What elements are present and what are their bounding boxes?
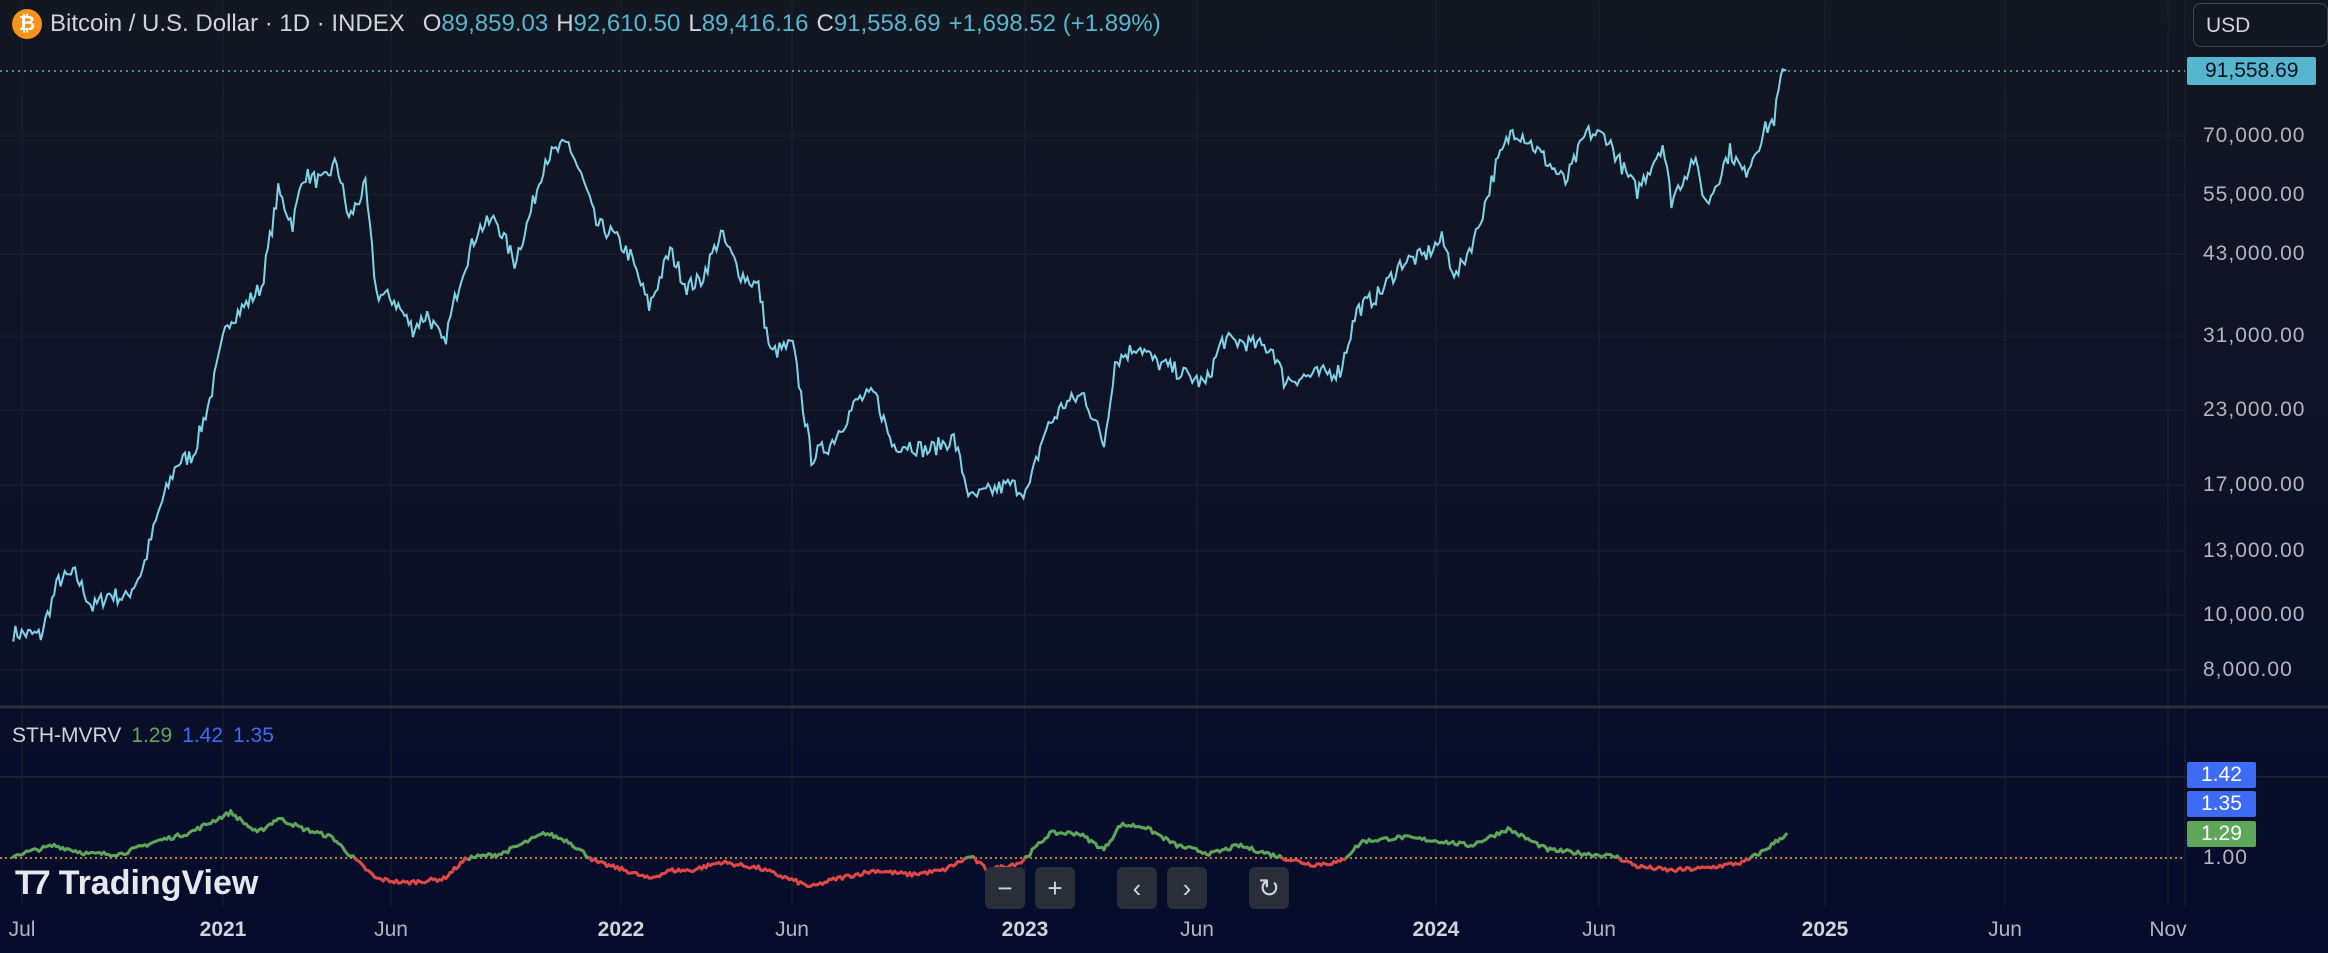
price-axis-tick: 23,000.00 (2203, 398, 2306, 421)
price-axis-tick: 55,000.00 (2203, 183, 2306, 206)
indicator-legend[interactable]: STH-MVRV 1.29 1.42 1.35 (12, 724, 274, 748)
indicator-name: STH-MVRV (12, 724, 122, 747)
indicator-tag-2: 1.35 (2187, 791, 2256, 817)
ohlc-open: O89,859.03 (422, 10, 549, 37)
symbol-legend: ₿ Bitcoin / U.S. Dollar · 1D · INDEX O89… (12, 9, 1161, 39)
reset-chart-button[interactable]: ↻ (1249, 867, 1289, 909)
ohlc-close: C91,558.69 (816, 10, 941, 37)
time-axis-tick: Jul (8, 918, 36, 941)
price-axis-tick: 13,000.00 (2203, 539, 2306, 562)
price-axis-tick: 10,000.00 (2203, 603, 2306, 626)
bitcoin-icon: ₿ (12, 9, 42, 39)
indicator-value-3: 1.35 (233, 724, 274, 747)
time-axis-tick: 2023 (1001, 918, 1049, 941)
price-axis-tick: 31,000.00 (2203, 324, 2306, 347)
tradingview-logo[interactable]: T7 TradingView (15, 864, 259, 902)
price-axis-tick: 43,000.00 (2203, 242, 2306, 265)
price-series (12, 67, 1787, 642)
time-axis-tick: Jun (1180, 918, 1214, 941)
indicator-value-2: 1.42 (182, 724, 224, 747)
time-axis-tick: 2021 (199, 918, 247, 941)
currency-selector[interactable]: USD (2193, 3, 2328, 47)
time-axis-tick: Nov (2149, 918, 2187, 941)
tradingview-logo-icon: T7 (15, 864, 51, 902)
ohlc-high: H92,610.50 (556, 10, 681, 37)
price-axis-tick: 70,000.00 (2203, 124, 2306, 147)
zoom-out-button[interactable]: − (985, 867, 1025, 909)
scroll-left-button[interactable]: ‹ (1117, 867, 1157, 909)
indicator-tag-3: 1.29 (2187, 821, 2256, 847)
last-price-tag: 91,558.69 (2187, 57, 2317, 85)
time-axis-tick: 2022 (597, 918, 645, 941)
ohlc-change: +1,698.52 (+1.89%) (948, 10, 1161, 37)
time-axis-tick: Jun (1988, 918, 2022, 941)
price-axis-tick: 8,000.00 (2203, 658, 2293, 681)
indicator-axis-tick: 1.00 (2203, 846, 2248, 869)
scroll-right-button[interactable]: › (1167, 867, 1207, 909)
indicator-tag-1: 1.42 (2187, 762, 2256, 788)
symbol-title[interactable]: Bitcoin / U.S. Dollar · 1D · INDEX (50, 10, 405, 37)
price-axis-tick: 17,000.00 (2203, 473, 2306, 496)
chart-controls: − + ‹ › ↻ (985, 867, 1289, 909)
sth-mvrv-segment (1782, 832, 1788, 839)
ohlc-low: L89,416.16 (688, 10, 809, 37)
time-axis-tick: Jun (374, 918, 408, 941)
time-axis-tick: 2025 (1801, 918, 1849, 941)
indicator-value-1: 1.29 (131, 724, 173, 747)
time-axis-tick: Jun (775, 918, 809, 941)
time-axis-tick: Jun (1582, 918, 1616, 941)
time-axis-tick: 2024 (1412, 918, 1460, 941)
zoom-in-button[interactable]: + (1035, 867, 1075, 909)
